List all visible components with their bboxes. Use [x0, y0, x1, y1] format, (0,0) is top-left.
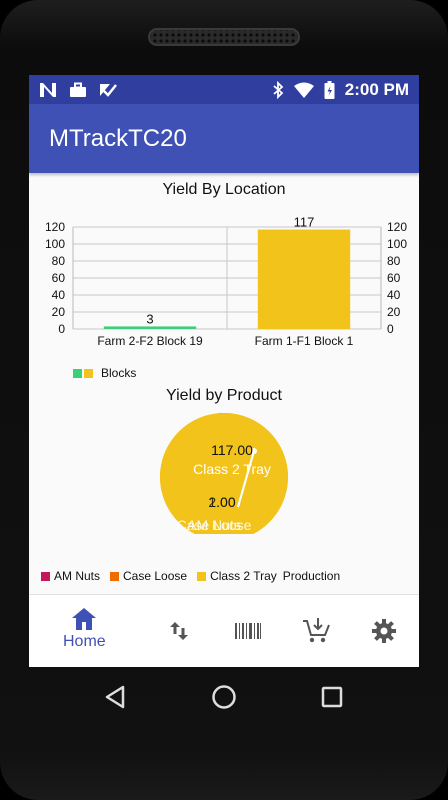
home-circle-icon[interactable] [211, 684, 237, 710]
legend-label-class-2-tray: Class 2 Tray [210, 569, 277, 583]
n-icon [40, 82, 56, 97]
pie-leader-line [237, 450, 255, 508]
y-tick-label-right: 80 [387, 254, 401, 268]
pie-slice-label: AM Nuts [187, 517, 241, 533]
screen: 2:00 PM MTrackTC20 Yield By Location 0 0 2… [29, 75, 419, 667]
pie-slice-label: Case Loose [177, 517, 252, 533]
nav-cart-download[interactable] [301, 615, 331, 645]
legend-label-production: Production [282, 569, 341, 583]
legend-swatch-green [73, 368, 82, 378]
system-navigation-bar [0, 667, 448, 727]
bluetooth-icon [273, 80, 284, 99]
y-tick-label-right: 20 [387, 305, 401, 319]
bar [257, 229, 351, 329]
legend-swatch-yellow [84, 368, 93, 378]
bar [103, 326, 197, 329]
pie-value-label: 1.00 [208, 494, 235, 510]
legend-label-am-nuts: AM Nuts [54, 569, 101, 583]
pie-chart-legend: AM Nuts Case Loose Class 2 Tray Producti… [41, 569, 340, 583]
y-tick-label-right: 120 [387, 220, 407, 234]
nav-home-label: Home [63, 633, 106, 650]
wifi-icon [293, 82, 314, 98]
dashboard-content: Yield By Location 0 0 20 20 40 40 60 60 80 80 100 1… [29, 173, 419, 593]
gear-icon [372, 619, 396, 643]
nav-home[interactable]: Home [63, 607, 106, 651]
yield-by-product-chart[interactable]: 117.00 Class 2 Tray 1.00 Case Loose 2.00 AM N… [29, 409, 419, 539]
y-tick-label-left: 60 [52, 271, 66, 285]
pie-chart-title: Yield by Product [166, 387, 282, 404]
legend-swatch-case-loose [110, 571, 120, 581]
briefcase-icon [70, 82, 86, 97]
earpiece-speaker [148, 28, 300, 46]
x-tick-label: Farm 1-F1 Block 1 [255, 334, 354, 348]
legend-swatch-am-nuts [41, 571, 50, 581]
y-tick-label-right: 100 [387, 237, 407, 251]
legend-swatch-class-2-tray [197, 571, 207, 581]
home-icon [72, 608, 97, 630]
pie-value-label: 2.00 [208, 494, 235, 510]
bottom-navigation: Home [29, 594, 419, 667]
status-time: 2:00 PM [344, 79, 409, 99]
pie-leader-dot [251, 448, 257, 454]
bar-value-label: 117 [294, 215, 315, 230]
y-tick-label-right: 40 [387, 288, 401, 302]
y-tick-label-left: 0 [58, 322, 65, 336]
y-tick-label-left: 80 [52, 254, 66, 268]
y-tick-label-left: 120 [45, 220, 65, 234]
bar-chart-title: Yield By Location [162, 181, 286, 198]
battery-icon [324, 80, 335, 99]
legend-label-case-loose: Case Loose [123, 569, 188, 583]
pie-value-label: 117.00 [211, 442, 253, 458]
checkbox-icon [100, 83, 117, 97]
barcode-icon [235, 623, 261, 639]
nav-settings[interactable] [371, 618, 397, 644]
nav-barcode[interactable] [234, 621, 262, 641]
y-tick-label-left: 20 [52, 305, 66, 319]
transfer-arrows-icon [170, 622, 188, 640]
yield-by-location-chart[interactable]: 0 0 20 20 40 40 60 60 80 80 100 100 120 120 3 Farm 2-F2… [29, 205, 419, 365]
app-bar: MTrackTC20 [29, 104, 419, 173]
y-tick-label-right: 0 [387, 322, 394, 336]
recents-icon[interactable] [321, 686, 343, 708]
y-tick-label-left: 100 [45, 237, 65, 251]
bar-value-label: 3 [146, 311, 153, 326]
status-bar: 2:00 PM [29, 75, 419, 104]
back-icon[interactable] [104, 685, 126, 709]
cart-download-icon [303, 618, 330, 643]
pie-slice-label: Class 2 Tray [193, 461, 271, 477]
bar-chart-legend: Blocks [73, 366, 136, 380]
x-tick-label: Farm 2-F2 Block 19 [97, 334, 203, 348]
pie-group [159, 413, 288, 534]
app-title: MTrackTC20 [49, 124, 187, 152]
legend-label-blocks: Blocks [101, 366, 137, 380]
nav-transfers[interactable] [167, 619, 191, 643]
y-tick-label-right: 60 [387, 271, 401, 285]
pie-slice-main [160, 413, 288, 534]
y-tick-label-left: 40 [52, 288, 66, 302]
